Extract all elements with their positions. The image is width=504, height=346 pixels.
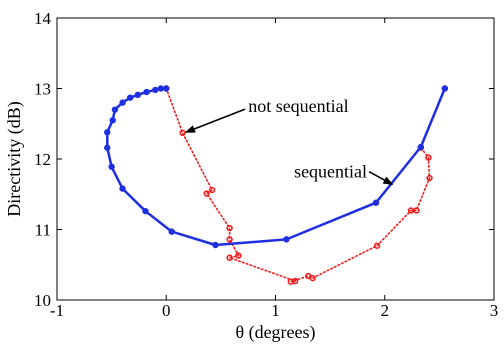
data-point [134,91,142,99]
data-point [119,185,126,192]
data-point [179,129,186,137]
data-point [203,190,210,197]
data-point [104,129,111,136]
x-tick-label: 1 [271,301,280,320]
annotation-text: sequential [294,162,367,182]
x-axis-label: θ (degrees) [235,322,315,343]
data-point [168,228,175,235]
data-point [235,252,242,259]
annotations: not sequential sequential [184,96,394,186]
data-point [413,207,420,214]
data-point [309,274,316,282]
data-point [287,278,294,285]
y-tick-label: 11 [35,221,51,240]
data-point [111,106,119,113]
data-point [226,236,233,243]
data-point [417,143,425,151]
series-0 [104,85,449,249]
data-point [142,207,149,215]
series-layer [104,85,449,285]
x-tick-label: 0 [162,301,171,320]
x-tick-label: 3 [490,301,499,320]
annotation-arrow [368,170,394,186]
y-tick-label: 10 [34,291,51,310]
data-point [283,236,290,243]
data-point [126,94,134,101]
data-point [226,254,233,261]
x-tick-label: -1 [50,301,64,320]
data-point [152,86,159,94]
data-point [119,99,126,106]
data-point [163,85,170,92]
y-tick-label: 12 [34,150,51,169]
annotation-arrow [184,108,246,133]
annotation-text: not sequential [248,96,348,116]
y-tick-label: 14 [34,9,52,28]
data-point [226,224,233,232]
y-tick-label: 13 [34,80,51,99]
data-point [208,186,216,194]
data-point [212,241,219,249]
data-point [372,199,380,206]
data-point [109,117,116,124]
data-point [425,154,432,161]
data-point [104,144,111,151]
data-point [157,85,164,92]
data-point [108,163,115,170]
data-point [143,88,150,96]
y-axis-label: Directivity (dB) [4,101,25,216]
data-point [426,174,433,182]
x-tick-label: 2 [381,301,390,320]
series-line [165,87,446,283]
data-point [373,242,381,249]
data-point [441,85,449,92]
